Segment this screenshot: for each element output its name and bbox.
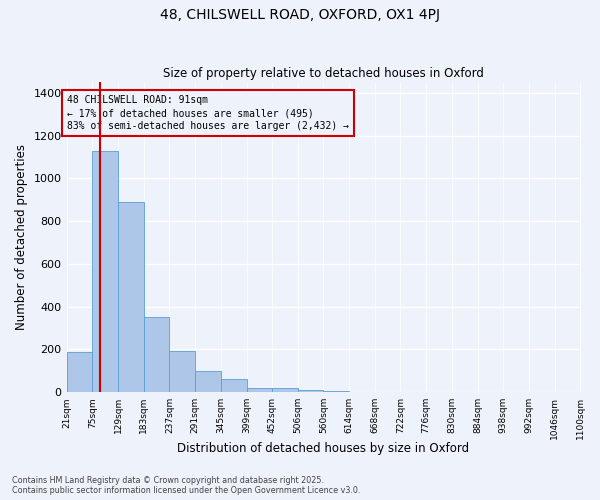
Text: 48, CHILSWELL ROAD, OXFORD, OX1 4PJ: 48, CHILSWELL ROAD, OXFORD, OX1 4PJ: [160, 8, 440, 22]
Text: Contains HM Land Registry data © Crown copyright and database right 2025.
Contai: Contains HM Land Registry data © Crown c…: [12, 476, 361, 495]
Y-axis label: Number of detached properties: Number of detached properties: [15, 144, 28, 330]
Bar: [118, 202, 144, 392]
Bar: [272, 388, 298, 392]
Text: 48 CHILSWELL ROAD: 91sqm
← 17% of detached houses are smaller (495)
83% of semi-: 48 CHILSWELL ROAD: 91sqm ← 17% of detach…: [67, 95, 349, 132]
X-axis label: Distribution of detached houses by size in Oxford: Distribution of detached houses by size …: [178, 442, 470, 455]
Bar: [92, 150, 118, 392]
Bar: [169, 350, 195, 392]
Bar: [298, 390, 323, 392]
Bar: [323, 391, 349, 392]
Bar: [67, 352, 92, 392]
Bar: [221, 380, 247, 392]
Bar: [247, 388, 272, 392]
Bar: [195, 371, 221, 392]
Bar: [144, 318, 169, 392]
Title: Size of property relative to detached houses in Oxford: Size of property relative to detached ho…: [163, 66, 484, 80]
